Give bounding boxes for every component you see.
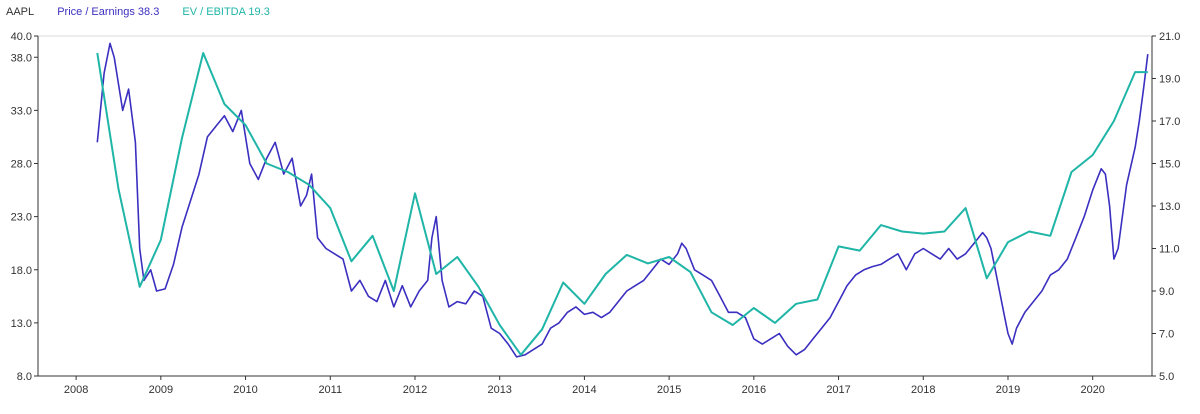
y-right-tick-label: 21.0 <box>1159 31 1180 43</box>
y-right-tick-label: 13.0 <box>1159 201 1180 213</box>
x-tick-label: 2010 <box>233 384 257 396</box>
plot-frame <box>37 35 1153 377</box>
y-left-tick-label: 18.0 <box>11 265 32 277</box>
y-right-tick-label: 9.0 <box>1159 286 1174 298</box>
legend-ev-ebitda[interactable]: EV / EBITDA 19.3 <box>182 6 270 18</box>
x-tick-label: 2011 <box>318 384 342 396</box>
x-tick-label: 2012 <box>403 384 427 396</box>
x-tick-label: 2008 <box>64 384 88 396</box>
x-tick-label: 2016 <box>742 384 766 396</box>
series-layer <box>96 42 1149 358</box>
y-right-tick-label: 5.0 <box>1159 371 1174 383</box>
ev-ebitda-line <box>96 52 1148 356</box>
x-tick-label: 2017 <box>826 384 850 396</box>
y-right-tick-label: 15.0 <box>1159 159 1180 171</box>
y-left-tick-label: 33.0 <box>11 105 32 117</box>
y-left-tick-label: 13.0 <box>11 318 32 330</box>
y-right-tick-label: 17.0 <box>1159 116 1180 128</box>
x-tick-label: 2009 <box>149 384 173 396</box>
y-left-tick-label: 38.0 <box>11 52 32 64</box>
y-left-tick-label: 23.0 <box>11 212 32 224</box>
chart-legend: AAPL Price / Earnings 38.3 EV / EBITDA 1… <box>6 6 290 22</box>
x-tick-label: 2018 <box>911 384 935 396</box>
ticker-label: AAPL <box>6 6 35 18</box>
y-right-tick-label: 11.0 <box>1159 244 1180 256</box>
y-left-tick-label: 28.0 <box>11 159 32 171</box>
x-tick-label: 2014 <box>572 384 596 396</box>
x-tick-label: 2013 <box>487 384 511 396</box>
y-right-tick-label: 7.0 <box>1159 329 1174 341</box>
y-left-tick-label: 40.0 <box>11 31 32 43</box>
pe-line <box>96 42 1149 358</box>
x-tick-label: 2019 <box>996 384 1020 396</box>
x-tick-label: 2020 <box>1080 384 1104 396</box>
x-tick-label: 2015 <box>657 384 681 396</box>
legend-pe[interactable]: Price / Earnings 38.3 <box>57 6 160 18</box>
y-right-tick-label: 19.0 <box>1159 74 1180 86</box>
y-left-tick-label: 8.0 <box>17 371 32 383</box>
axes: 8.0 13.0 18.0 23.0 28.0 33.0 38.0 40.0 5.0 7.0 9.0… <box>11 31 1181 396</box>
